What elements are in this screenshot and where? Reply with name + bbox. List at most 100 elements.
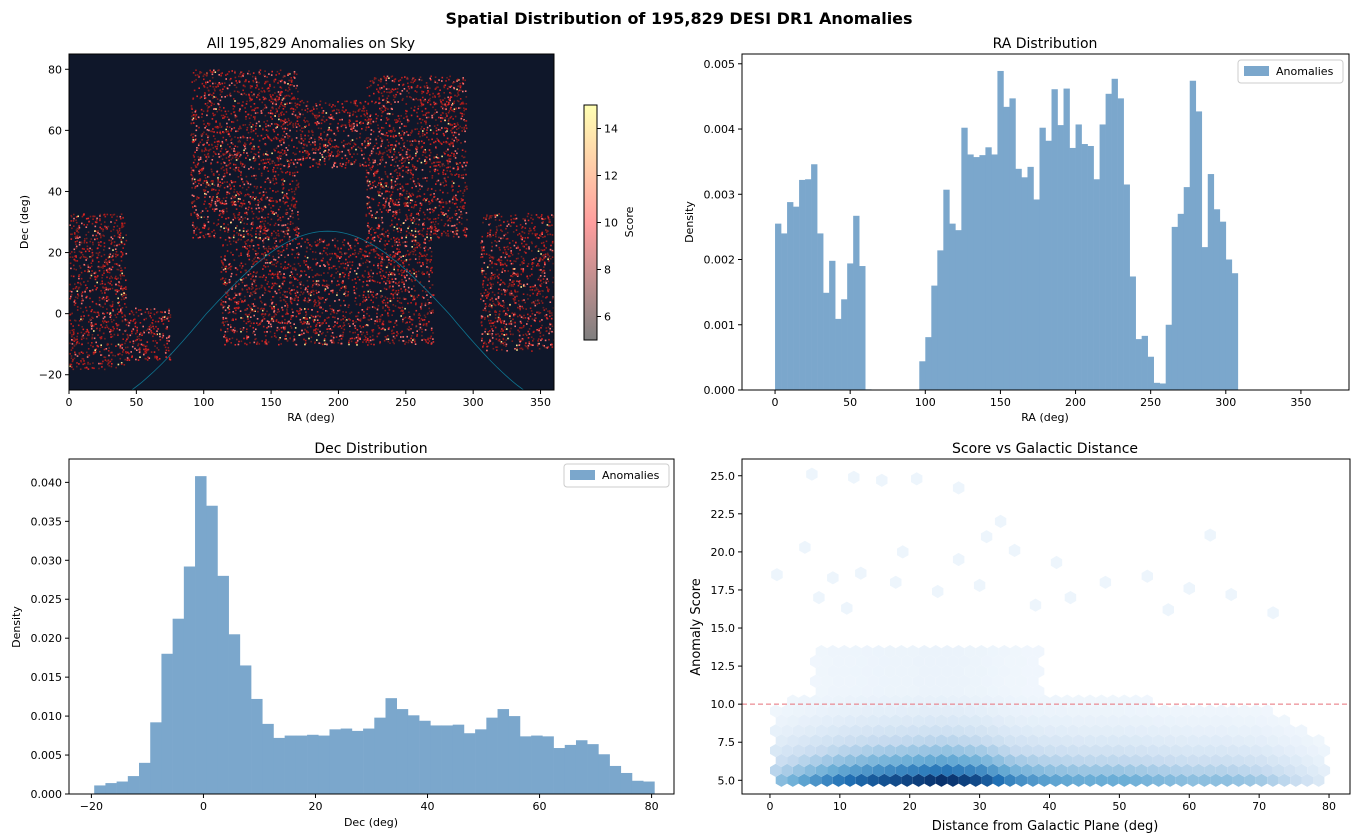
- sky-point: [372, 301, 374, 304]
- sky-point: [482, 221, 484, 224]
- sky-point: [84, 290, 86, 292]
- sky-point: [267, 290, 270, 292]
- sky-point: [221, 96, 223, 98]
- sky-point: [102, 265, 104, 268]
- sky-point: [95, 323, 97, 325]
- sky-point: [429, 269, 432, 272]
- sky-point: [120, 239, 122, 241]
- sky-point: [154, 340, 157, 342]
- sky-point: [543, 345, 545, 347]
- sky-point: [338, 266, 341, 268]
- sky-point: [245, 284, 248, 287]
- sky-point: [531, 222, 533, 224]
- sky-point: [429, 296, 432, 298]
- sky-point: [483, 253, 485, 255]
- sky-point: [240, 234, 242, 237]
- sky-point: [247, 304, 250, 306]
- sky-point: [341, 335, 344, 337]
- sky-point: [91, 251, 94, 254]
- sky-point: [96, 316, 98, 318]
- sky-point: [72, 220, 75, 222]
- sky-point: [261, 294, 264, 296]
- sky-point: [254, 112, 257, 114]
- sky-point: [81, 319, 83, 322]
- sky-point: [277, 98, 279, 101]
- sky-point: [490, 285, 493, 288]
- sky-point: [533, 301, 535, 304]
- sky-point: [265, 259, 268, 261]
- sky-point: [244, 295, 246, 298]
- sky-point: [489, 339, 491, 342]
- sky-point: [191, 179, 193, 182]
- sky-point: [505, 251, 508, 253]
- sky-point: [413, 248, 415, 250]
- sky-point: [349, 261, 351, 263]
- sky-point: [379, 341, 381, 343]
- sky-point: [292, 222, 294, 225]
- sky-point: [93, 311, 95, 313]
- sky-point: [295, 315, 298, 318]
- sky-point: [516, 290, 519, 293]
- sky-point: [109, 312, 112, 314]
- sky-point: [94, 238, 96, 241]
- sky-point: [501, 230, 503, 233]
- sky-point: [328, 293, 330, 295]
- sky-point: [522, 268, 525, 270]
- sky-point: [367, 276, 369, 279]
- sky-point: [369, 339, 372, 342]
- sky-point: [97, 232, 99, 234]
- sky-point: [270, 97, 273, 99]
- sky-point: [381, 257, 383, 259]
- sky-point: [278, 338, 281, 340]
- sky-point: [97, 261, 100, 263]
- sky-point: [423, 247, 426, 249]
- sky-point: [240, 317, 242, 319]
- sky-point: [318, 291, 320, 293]
- sky-point: [336, 284, 338, 287]
- sky-point: [522, 285, 525, 287]
- sky-point: [269, 270, 271, 272]
- sky-point: [86, 224, 89, 226]
- sky-point: [293, 174, 296, 177]
- sky-point: [319, 315, 321, 318]
- sky-point: [115, 293, 117, 295]
- sky-point: [237, 176, 240, 178]
- sky-point: [421, 319, 424, 321]
- sky-point: [284, 95, 286, 97]
- sky-point: [405, 253, 408, 256]
- sky-point: [522, 270, 524, 273]
- sky-point: [108, 361, 110, 363]
- sky-point: [231, 70, 233, 72]
- sky-point: [122, 333, 124, 335]
- sky-point: [118, 329, 121, 331]
- sky-point: [249, 73, 251, 76]
- sky-point: [235, 194, 237, 197]
- sky-point: [270, 200, 273, 202]
- sky-point: [524, 227, 527, 229]
- sky-point: [98, 244, 100, 246]
- sky-point: [80, 283, 82, 286]
- sky-point: [547, 288, 549, 290]
- sky-point: [81, 336, 83, 338]
- sky-point: [220, 109, 223, 112]
- sky-point: [269, 138, 272, 141]
- sky-point: [76, 240, 78, 242]
- sky-point: [496, 214, 499, 217]
- sky-point: [384, 244, 386, 247]
- sky-point: [118, 285, 120, 287]
- sky-point: [481, 270, 483, 272]
- sky-point: [320, 274, 322, 276]
- sky-point: [135, 307, 137, 310]
- sky-point: [156, 311, 159, 313]
- sky-point: [316, 273, 318, 275]
- sky-point: [304, 288, 307, 291]
- sky-point: [162, 323, 165, 325]
- sky-point: [371, 279, 374, 282]
- sky-point: [289, 173, 291, 176]
- sky-point: [372, 295, 375, 298]
- sky-point: [383, 287, 386, 290]
- sky-point: [193, 232, 195, 234]
- sky-point: [521, 261, 523, 263]
- sky-point: [242, 181, 244, 183]
- sky-point: [152, 335, 154, 338]
